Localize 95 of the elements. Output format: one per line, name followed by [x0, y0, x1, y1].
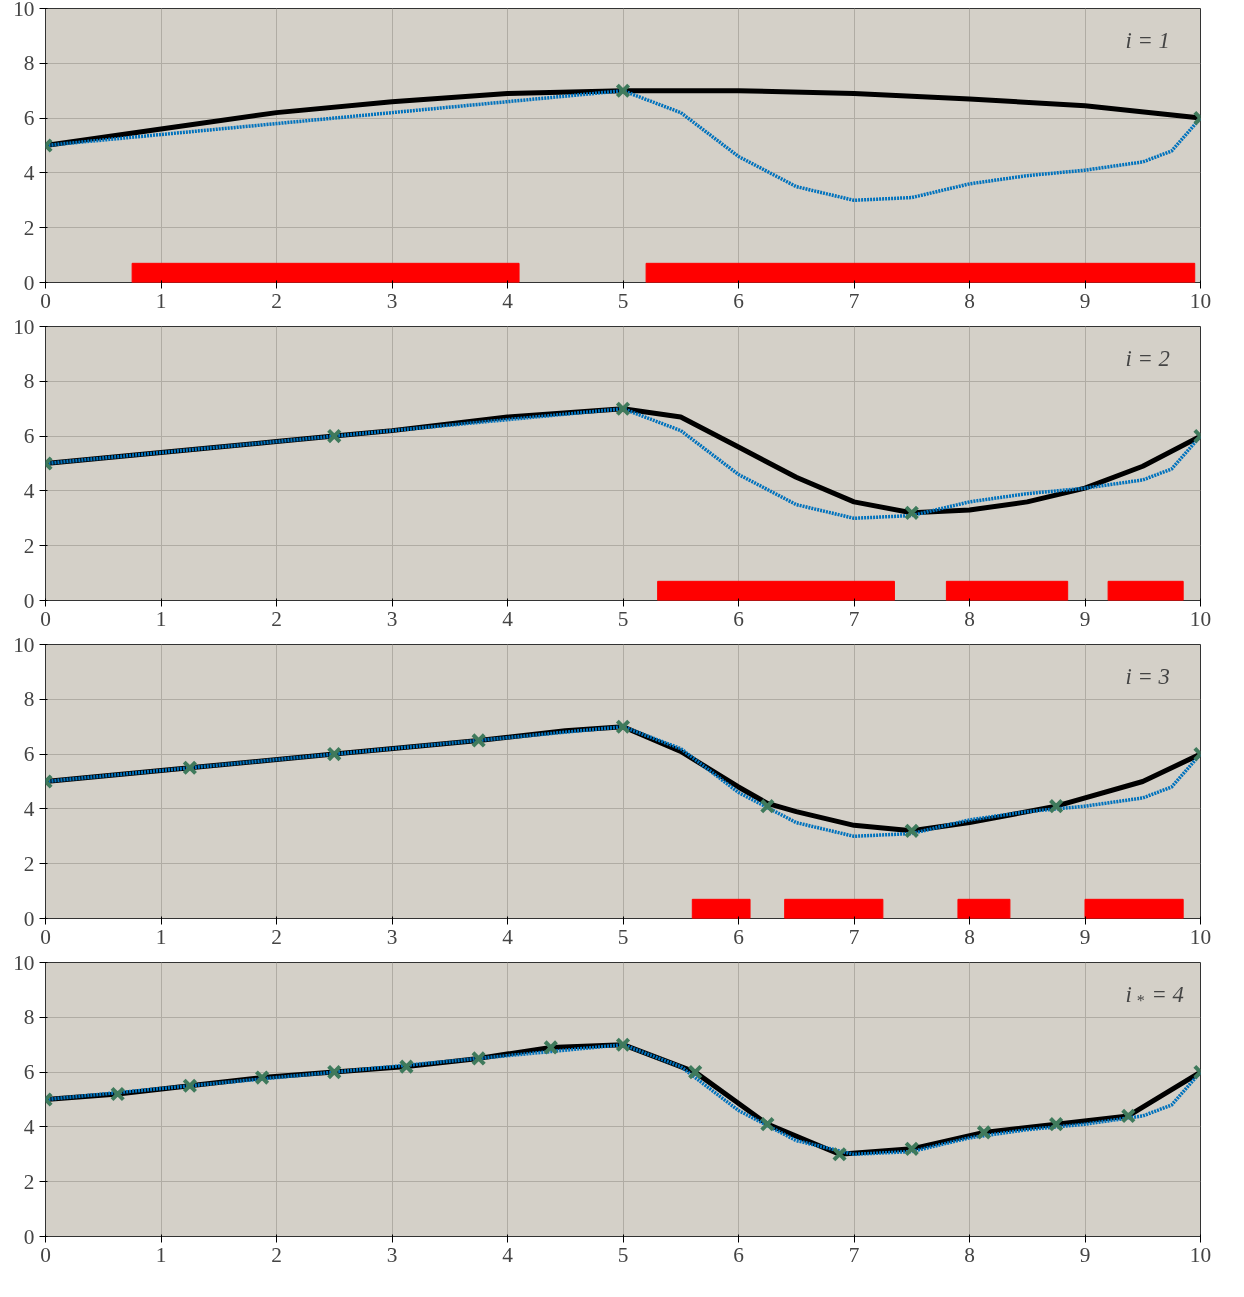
y-tick-label: 10 — [13, 950, 35, 975]
x-tick-label: 4 — [502, 606, 514, 631]
x-tick-label: 0 — [40, 606, 51, 631]
x-tick-label: 6 — [733, 924, 745, 949]
x-tick-label: 9 — [1079, 924, 1091, 949]
point — [470, 732, 487, 749]
x-tick-label: 6 — [733, 606, 745, 631]
point — [1120, 1108, 1136, 1124]
point — [326, 746, 342, 762]
point — [615, 1037, 631, 1053]
y-tick-label: 6 — [23, 424, 35, 449]
y-tick-label: 6 — [23, 742, 35, 767]
annotation: i* = 4 — [1125, 982, 1184, 1009]
x-tick-label: 10 — [1189, 288, 1212, 313]
point — [976, 1124, 992, 1141]
point — [470, 1050, 487, 1067]
x-tick-label: 5 — [617, 1242, 629, 1267]
x-tick-label: 6 — [733, 1242, 745, 1267]
x-tick-label: 1 — [155, 924, 167, 949]
point — [254, 1069, 270, 1086]
y-tick-label: 2 — [23, 215, 35, 240]
point — [687, 1064, 703, 1080]
point — [615, 401, 631, 417]
y-tick-label: 0 — [23, 588, 35, 613]
y-tick-label: 4 — [23, 478, 35, 503]
point — [182, 1078, 198, 1094]
point — [1048, 1116, 1064, 1132]
y-tick-label: 0 — [23, 270, 35, 295]
x-tick-label: 7 — [848, 288, 860, 313]
x-tick-label: 2 — [271, 288, 282, 313]
x-tick-label: 3 — [386, 288, 398, 313]
x-tick-label: 8 — [964, 606, 975, 631]
x-tick-label: 1 — [155, 1242, 167, 1267]
y-tick-label: 2 — [23, 533, 35, 558]
x-tick-label: 8 — [964, 924, 975, 949]
x-tick-label: 2 — [271, 606, 282, 631]
x-tick-label: 1 — [155, 288, 167, 313]
point — [759, 1116, 776, 1132]
point — [110, 1086, 126, 1102]
x-tick-label: 3 — [386, 606, 398, 631]
point — [1048, 798, 1064, 814]
x-tick-label: 4 — [502, 1242, 514, 1267]
y-tick-label: 8 — [23, 687, 35, 712]
x-tick-label: 0 — [40, 924, 51, 949]
x-tick-label: 5 — [617, 288, 629, 313]
x-tick-label: 9 — [1079, 606, 1091, 631]
annotation: i = 2 — [1125, 346, 1170, 371]
y-tick-label: 6 — [23, 1060, 35, 1085]
y-tick-label: 4 — [23, 160, 35, 185]
x-tick-label: 10 — [1189, 924, 1212, 949]
x-tick-label: 10 — [1189, 1242, 1212, 1267]
y-tick-label: 2 — [23, 851, 35, 876]
x-tick-label: 2 — [271, 924, 282, 949]
point — [904, 1141, 920, 1157]
point — [398, 1058, 415, 1075]
x-tick-label: 1 — [155, 606, 167, 631]
y-tick-label: 0 — [23, 1224, 35, 1249]
y-tick-label: 8 — [23, 51, 35, 76]
y-tick-label: 10 — [13, 314, 35, 339]
x-tick-label: 9 — [1079, 1242, 1091, 1267]
point — [831, 1146, 848, 1162]
x-tick-label: 8 — [964, 288, 975, 313]
x-tick-label: 7 — [848, 1242, 860, 1267]
y-tick-label: 10 — [13, 0, 35, 21]
x-tick-label: 2 — [271, 1242, 282, 1267]
y-tick-label: 0 — [23, 906, 35, 931]
point — [182, 760, 198, 776]
x-tick-label: 8 — [964, 1242, 975, 1267]
point — [904, 823, 920, 839]
y-tick-label: 8 — [23, 1005, 35, 1030]
x-tick-label: 5 — [617, 924, 629, 949]
x-tick-label: 5 — [617, 606, 629, 631]
y-tick-label: 2 — [23, 1169, 35, 1194]
x-tick-label: 4 — [502, 288, 514, 313]
x-tick-label: 0 — [40, 288, 51, 313]
x-tick-label: 6 — [733, 288, 745, 313]
y-tick-label: 10 — [13, 632, 35, 657]
y-tick-label: 4 — [23, 796, 35, 821]
x-tick-label: 7 — [848, 924, 860, 949]
x-tick-label: 7 — [848, 606, 860, 631]
x-tick-label: 3 — [386, 924, 398, 949]
point — [759, 798, 776, 814]
y-tick-label: 6 — [23, 106, 35, 131]
y-tick-label: 4 — [23, 1114, 35, 1139]
x-tick-label: 9 — [1079, 288, 1091, 313]
x-tick-label: 3 — [386, 1242, 398, 1267]
x-tick-label: 0 — [40, 1242, 51, 1267]
point — [326, 1064, 342, 1080]
annotation: i = 3 — [1125, 664, 1170, 689]
point — [543, 1039, 559, 1056]
x-tick-label: 4 — [502, 924, 514, 949]
x-tick-label: 10 — [1189, 606, 1212, 631]
annotation: i = 1 — [1125, 28, 1170, 53]
point — [615, 719, 631, 735]
y-tick-label: 8 — [23, 369, 35, 394]
